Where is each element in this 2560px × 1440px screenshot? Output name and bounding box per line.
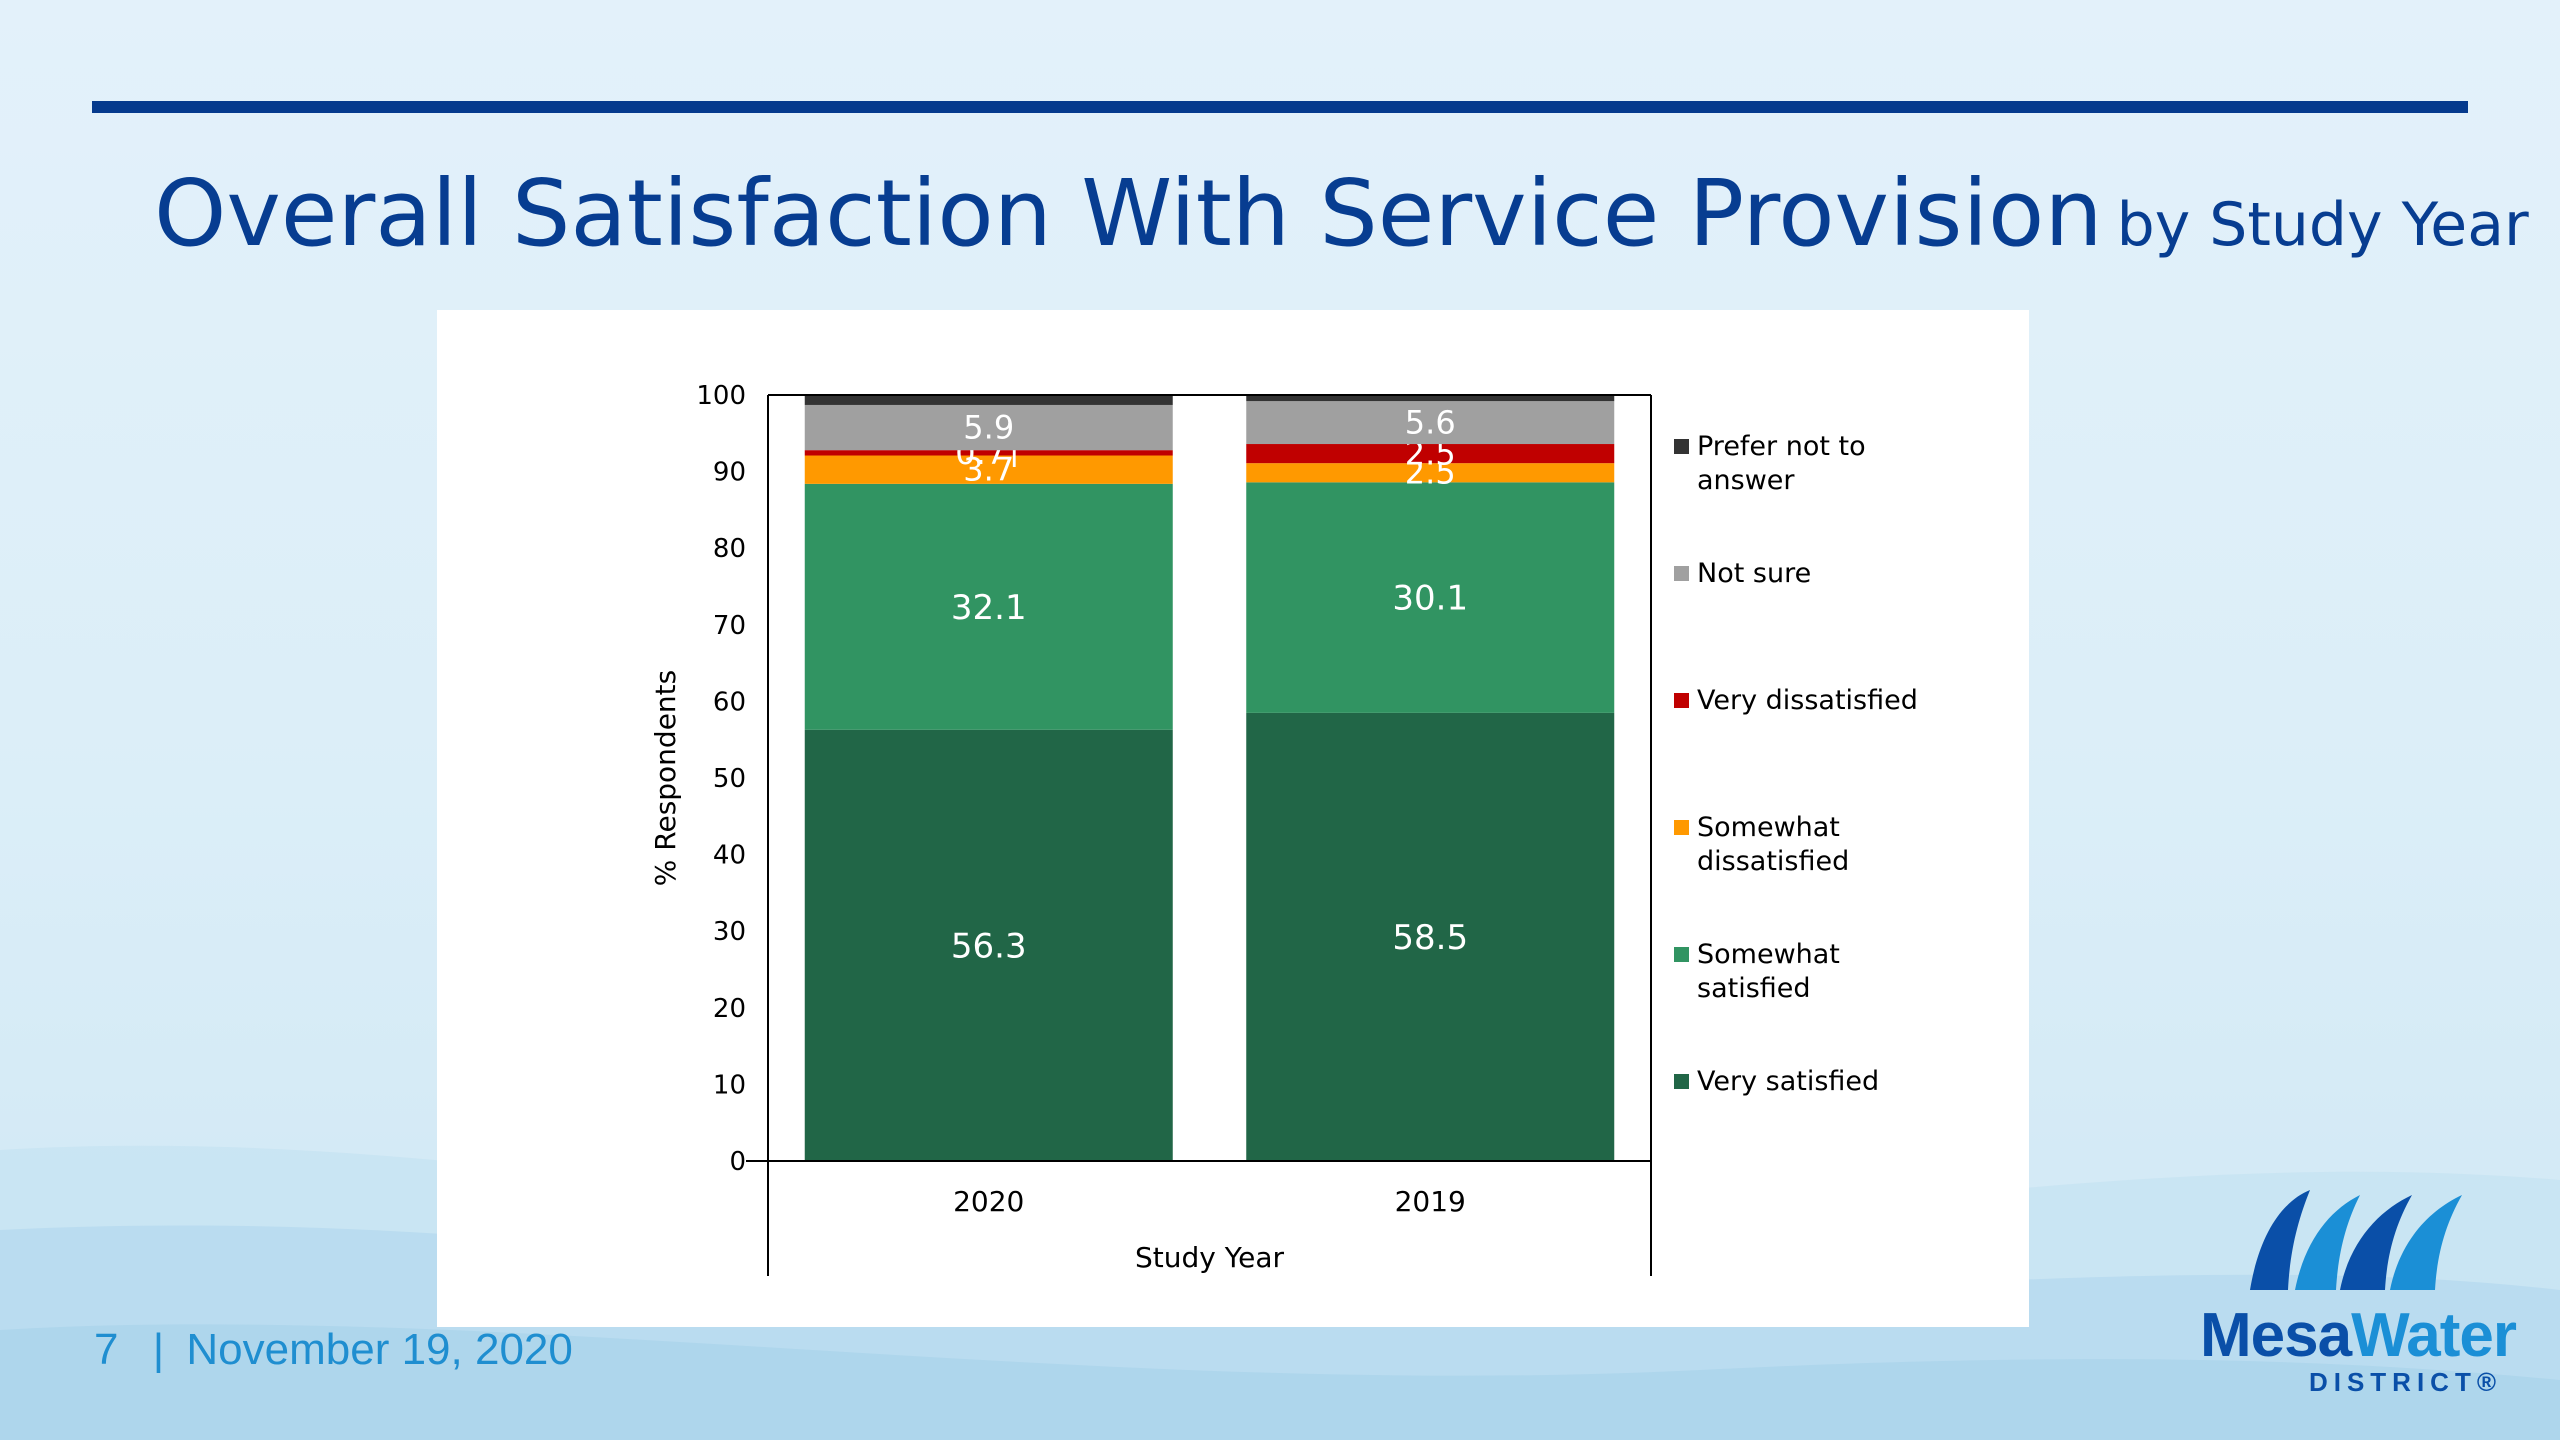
bar-segment-2020-0 <box>804 729 1173 1161</box>
slide-title: Overall Satisfaction With Service Provis… <box>154 160 2529 267</box>
bar-segment-2019-5 <box>1246 395 1615 402</box>
bar-segment-2020-3 <box>804 450 1173 456</box>
mesa-water-logo-icon <box>2250 1190 2462 1290</box>
footer-separator: | <box>152 1325 165 1374</box>
y-tick-label: 50 <box>713 764 746 794</box>
y-tick-label: 20 <box>713 994 746 1024</box>
data-label: 56.3 <box>951 926 1027 966</box>
bar-segment-2020-1 <box>804 483 1173 730</box>
y-tick-label: 80 <box>713 534 746 564</box>
y-tick-label: 60 <box>713 687 746 717</box>
logo-district: DISTRICT® <box>2308 1367 2502 1397</box>
y-tick-label: 0 <box>729 1147 746 1177</box>
bar-segment-2020-2 <box>804 455 1173 484</box>
slide-title-main: Overall Satisfaction With Service Provis… <box>154 160 2103 267</box>
data-label: 58.5 <box>1392 918 1468 958</box>
x-tick-label: 2020 <box>953 1185 1024 1218</box>
legend-swatch <box>1674 820 1689 835</box>
legend-label: Very dissatisfied <box>1697 685 1918 716</box>
logo-word-water: Water <box>2351 1301 2517 1370</box>
bar-segment-2019-1 <box>1246 482 1615 713</box>
data-label: 32.1 <box>951 588 1027 628</box>
y-tick-label: 90 <box>713 458 746 488</box>
data-label: 5.9 <box>963 409 1014 447</box>
bar-segment-2019-2 <box>1246 463 1615 483</box>
y-tick-label: 40 <box>713 841 746 871</box>
slide-date: November 19, 2020 <box>186 1325 573 1374</box>
y-tick-label: 30 <box>713 917 746 947</box>
legend-swatch <box>1674 693 1689 708</box>
page-number: 7 <box>94 1325 119 1374</box>
legend-label: dissatisfied <box>1697 846 1849 877</box>
logo-wordmark: MesaWater DISTRICT® <box>2188 1300 2528 1398</box>
data-label: 5.6 <box>1405 404 1456 442</box>
bar-segment-2019-4 <box>1246 401 1615 445</box>
bar-segment-2020-5 <box>804 395 1173 405</box>
slide-footer: 7 | November 19, 2020 <box>94 1325 573 1375</box>
legend-label: Somewhat <box>1697 939 1840 970</box>
y-tick-label: 70 <box>713 611 746 641</box>
data-label: 3.7 <box>963 451 1014 489</box>
legend-label: Prefer not to <box>1697 431 1866 462</box>
slide-title-sub: by Study Year <box>2116 190 2529 260</box>
legend-swatch <box>1674 1074 1689 1089</box>
legend-label: answer <box>1697 465 1795 496</box>
legend-swatch <box>1674 947 1689 962</box>
x-tick-label: 2019 <box>1395 1185 1466 1218</box>
x-axis-title: Study Year <box>1135 1241 1285 1274</box>
bar-segment-2019-3 <box>1246 444 1615 464</box>
header-rule <box>92 101 2468 113</box>
legend-label: satisfied <box>1697 973 1811 1004</box>
legend-swatch <box>1674 439 1689 454</box>
bar-segment-2020-4 <box>804 404 1173 451</box>
y-tick-label: 10 <box>713 1070 746 1100</box>
legend-swatch <box>1674 566 1689 581</box>
legend-label: Very satisfied <box>1697 1066 1879 1097</box>
bar-segment-2019-0 <box>1246 712 1615 1161</box>
logo-word-mesa: Mesa <box>2199 1301 2352 1370</box>
legend-label: Somewhat <box>1697 812 1840 843</box>
data-label: 30.1 <box>1392 579 1468 619</box>
legend-label: Not sure <box>1697 558 1811 589</box>
stacked-bar-chart: 56.332.13.70.7†5.958.530.12.52.55.601020… <box>649 381 1918 1276</box>
y-tick-label: 100 <box>696 381 746 411</box>
chart-panel: 56.3 32.1 3.7 0.7† 5.9 58.5 30.1 2.5 2.5 5.6 0 10 20… <box>437 310 2029 1327</box>
y-axis-title: % Respondents <box>649 670 682 886</box>
